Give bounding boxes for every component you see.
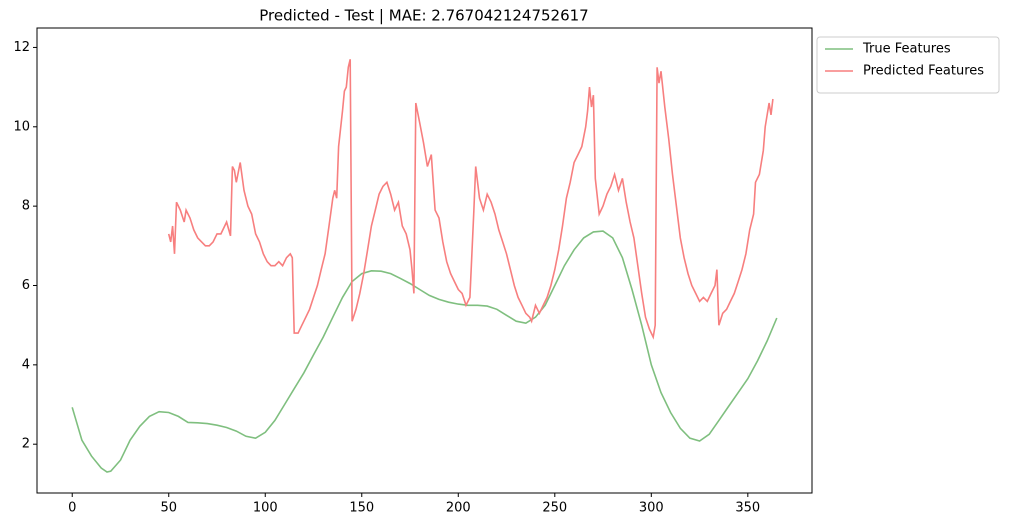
y-tick-label: 2 [22,437,30,452]
x-tick-label: 200 [446,501,471,516]
line-series [167,59,774,340]
y-tick-label: 4 [22,357,30,372]
x-tick-label: 100 [253,501,278,516]
chart-title: Predicted - Test | MAE: 2.76704212475261… [259,7,588,25]
x-tick-label: 50 [160,501,177,516]
legend-label: True Features [862,42,951,57]
y-tick-label: 10 [13,119,30,134]
x-tick-label: 150 [349,501,374,516]
x-tick-label: 250 [542,501,567,516]
x-tick-label: 300 [639,501,664,516]
x-tick-label: 350 [735,501,760,516]
x-tick-label: 0 [68,501,76,516]
legend-box [816,36,1000,94]
legend-label: Predicted Features [863,64,984,79]
y-tick-label: 6 [22,278,30,293]
line-series [71,230,778,473]
y-tick-label: 12 [13,40,30,55]
plot-frame [36,27,813,494]
y-tick-label: 8 [22,199,30,214]
